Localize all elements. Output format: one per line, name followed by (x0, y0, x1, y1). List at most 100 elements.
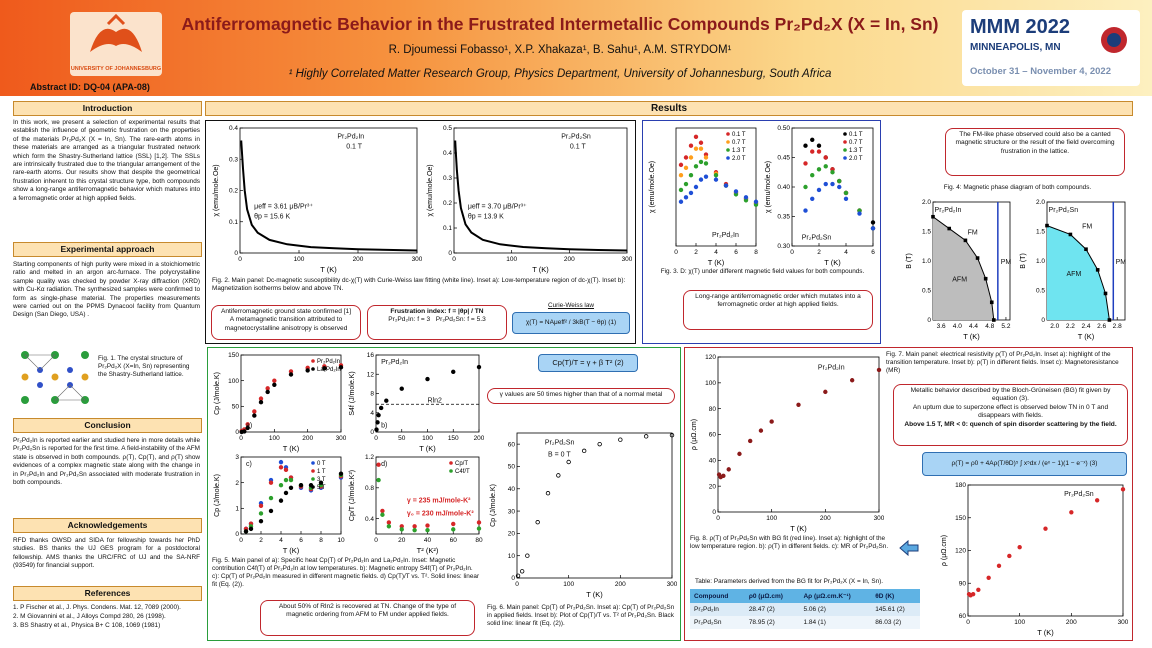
point (338, 471, 344, 476)
point (412, 524, 417, 529)
logo: UNIVERSITY OF JOHANNESBURG (70, 12, 162, 76)
point (288, 485, 294, 490)
x-tick-label: 100 (422, 435, 433, 442)
phase-area (1047, 225, 1110, 320)
point (278, 483, 284, 488)
point (837, 184, 842, 190)
point (803, 143, 808, 148)
x-tick-label: 300 (667, 581, 677, 588)
table: Compound ρ0 (μΩ.cm) Aρ (μΩ.cm.K⁻¹) θD (K) P… (690, 589, 920, 629)
y-tick-label: 120 (955, 548, 966, 555)
section-header: References (13, 586, 202, 601)
y-axis-label: S4f (J/mole.K) (349, 371, 356, 415)
y-tick-label: 1.0 (922, 258, 931, 265)
y-axis-label: B (T) (1020, 253, 1027, 269)
y-tick-label: 80 (709, 406, 717, 413)
annotation: 0.1 T (346, 144, 363, 151)
plot: 0 2 4 6 8 T (K) χ (emu/mole.Oe) 0.1 T 0.7 T 1.3 T… (649, 127, 759, 267)
point (283, 477, 289, 483)
y-tick-label: 0.5 (443, 125, 452, 132)
legend-marker (311, 477, 315, 481)
point (581, 448, 587, 454)
point (1103, 291, 1108, 296)
point (380, 512, 385, 517)
y-tick-label: 90 (959, 580, 967, 587)
x-axis-label: T (K) (283, 546, 300, 555)
x-tick-label: 8 (319, 537, 323, 544)
th: ρ0 (μΩ.cm) (744, 589, 800, 603)
point (252, 409, 257, 414)
point (245, 425, 250, 431)
annotation: c) (246, 461, 252, 468)
point (566, 459, 571, 465)
x-tick-label: 200 (615, 581, 626, 588)
x-tick-label: 6 (299, 537, 303, 544)
y-tick-label: 3 (235, 454, 239, 461)
point (703, 155, 709, 160)
td: 5.06 (2) (799, 603, 872, 616)
point (1068, 232, 1073, 237)
point (970, 591, 976, 597)
panel (642, 120, 881, 344)
point (753, 199, 759, 204)
x-axis-label: T (K) (1078, 332, 1095, 341)
y-axis-label: Cp (J/mole.K) (214, 474, 221, 517)
y-tick-label: 120 (705, 354, 716, 361)
point (338, 365, 344, 370)
y-axis-label: Cp (J/mole.K) (214, 372, 221, 415)
y-tick-label: 2.0 (922, 199, 931, 206)
conf-name: MMM 2022 (970, 16, 1071, 38)
reference: 1. P Fischer et al., J. Phys. Condens. M… (13, 604, 181, 611)
x-tick-label: 2 (259, 537, 263, 544)
y-tick-label: 4 (370, 410, 374, 417)
point (693, 134, 699, 140)
legend-marker (843, 140, 847, 144)
reference: 3. BS Shastry et al., Physica B+ C 108, … (13, 622, 161, 629)
annotation: b) (381, 422, 387, 429)
point (525, 553, 530, 558)
figure-caption: Fig. 2. Main panel: Dc-magnetic suscepti… (212, 277, 626, 292)
y-tick-label: 0.2 (443, 200, 452, 207)
point (272, 378, 277, 383)
panel (207, 347, 681, 641)
legend-label: 3 T (317, 477, 326, 483)
annotation: d) (381, 461, 387, 468)
annotation: γ₀ = 230 mJ/mole-K² (407, 510, 474, 517)
point (265, 386, 270, 391)
point (796, 402, 801, 407)
x-tick-label: 150 (448, 435, 459, 442)
legend-label: La₂Pd₂In (317, 367, 341, 373)
point (976, 587, 981, 592)
point (748, 438, 753, 444)
point (1069, 510, 1074, 515)
y-tick-label: 0.4 (365, 516, 374, 523)
x-tick-label: 200 (353, 256, 364, 263)
point (283, 467, 289, 473)
x-axis-label: T (K) (963, 332, 980, 341)
y-axis-label: χ (emu/mole.Oe) (427, 164, 434, 216)
annotation: a) (246, 422, 252, 429)
x-tick-label: 4.4 (969, 323, 978, 330)
point (268, 495, 274, 501)
section-header: Introduction (13, 101, 202, 116)
plot-frame (375, 354, 480, 433)
plot: 0 100 200 300 0 0.1 0.2 0.3 0.4 T (K) χ (emu/mole.… (213, 125, 422, 274)
legend-label: 0.7 T (732, 140, 746, 146)
point (849, 378, 855, 383)
legend-label: 1.3 T (732, 148, 746, 154)
legend-label: C4f/T (455, 469, 470, 475)
legend-marker (311, 469, 315, 473)
plot: 0 50 100 150 200 0 4 8 12 16 T (K) S4f (J/mole.K) Pr… (349, 352, 484, 453)
x-tick-label: 300 (412, 256, 422, 263)
point (451, 369, 456, 375)
y-tick-label: 180 (955, 482, 966, 489)
point (1120, 487, 1126, 492)
x-tick-label: 0 (239, 435, 243, 442)
x-axis-label: T (K) (1037, 628, 1054, 637)
point (837, 178, 842, 184)
point (278, 465, 284, 470)
point (1107, 318, 1112, 322)
point (991, 318, 996, 322)
y-tick-label: 10 (508, 553, 516, 560)
annotation: Pr₂Pd₂Sn (1049, 207, 1079, 214)
